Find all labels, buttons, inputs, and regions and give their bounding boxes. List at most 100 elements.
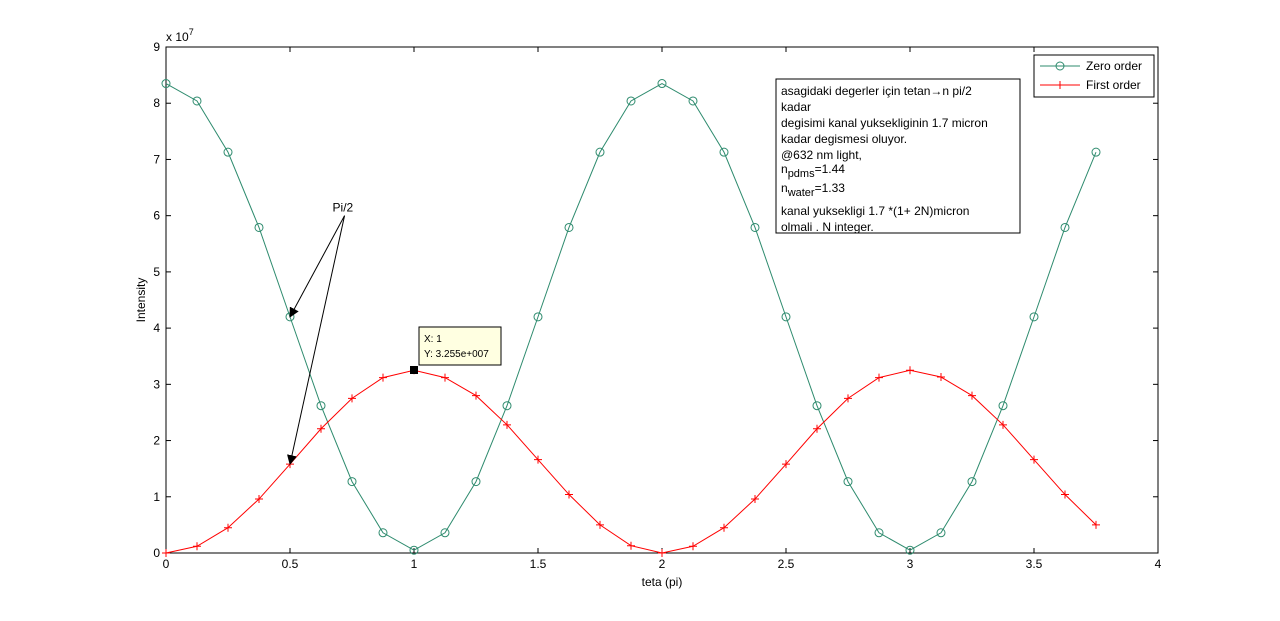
data-point-zero-order (161, 79, 171, 89)
data-point-first-order (255, 495, 263, 504)
data-point-zero-order (936, 528, 946, 538)
annotation-line-8: kanal yuksekligi 1.7 *(1+ 2N)micron (781, 204, 969, 218)
series-line-zero-order (165, 82, 1097, 551)
data-point-zero-order (502, 401, 512, 411)
data-point-zero-order (781, 312, 791, 322)
arrow-annotation-label: Pi/2 (333, 201, 354, 215)
data-point-zero-order (223, 147, 233, 157)
data-point-first-order (379, 373, 387, 382)
x-tick-label: 0 (163, 557, 170, 571)
x-tick-label: 3.5 (1026, 557, 1043, 571)
data-tip-x-text: X: 1 (424, 334, 442, 345)
data-point-zero-order (254, 222, 264, 232)
data-point-first-order (875, 373, 883, 382)
data-point-zero-order (967, 477, 977, 487)
y-tick-label: 2 (153, 434, 160, 448)
npdms-sub: pdms (788, 168, 815, 180)
data-point-zero-order (1060, 222, 1070, 232)
annotation-line-npdms: npdms=1.44 (781, 162, 845, 180)
y-tick-label: 7 (153, 152, 160, 166)
annotation-line-9: olmali . N integer. (781, 220, 874, 234)
data-point-first-order (720, 523, 728, 532)
y-tick-label: 6 (153, 209, 160, 223)
data-point-zero-order (1091, 147, 1101, 157)
data-point-zero-order (409, 545, 419, 555)
x-tick-label: 4 (1155, 557, 1162, 571)
annotation-line-nwater: nwater=1.33 (781, 181, 845, 199)
x-tick-label: 1 (411, 557, 418, 571)
data-point-first-order (565, 490, 573, 499)
data-point-zero-order (192, 96, 202, 106)
data-point-first-order (441, 373, 449, 382)
legend-marker-first-order (1056, 81, 1064, 89)
y-axis-label: Intensity (134, 278, 148, 323)
legend-label-first-order: First order (1086, 78, 1141, 92)
x-axis-label: teta (pi) (642, 575, 683, 589)
data-tip[interactable]: X: 1 Y: 3.255e+007 (410, 326, 502, 374)
annotation-line-1: asagidaki degerler için tetan→n pi/2 (781, 84, 972, 98)
data-point-first-order (224, 523, 232, 532)
data-point-first-order (658, 549, 666, 557)
data-point-zero-order (440, 528, 450, 538)
y-exponent-base: x 10 (166, 30, 189, 44)
data-point-first-order (472, 391, 480, 400)
x-tick-label: 1.5 (530, 557, 547, 571)
data-point-zero-order (874, 528, 884, 538)
data-point-zero-order (595, 147, 605, 157)
legend-box (1033, 54, 1155, 98)
data-point-zero-order (378, 528, 388, 538)
annotation-arrow (287, 215, 346, 466)
nwater-base: n (781, 181, 788, 195)
data-point-first-order (162, 549, 170, 557)
nwater-value: =1.33 (815, 181, 846, 195)
annotation-line-3: degisimi kanal yuksekliginin 1.7 micron (781, 116, 988, 130)
y-tick-label: 9 (153, 40, 160, 54)
data-point-first-order (317, 424, 325, 433)
nwater-sub: water (787, 187, 815, 199)
legend-label-zero-order: Zero order (1086, 59, 1142, 73)
data-point-first-order (1092, 520, 1100, 529)
data-point-first-order (999, 420, 1007, 429)
data-point-first-order (968, 391, 976, 400)
annotation-arrow (289, 215, 346, 318)
data-point-zero-order (843, 477, 853, 487)
data-point-first-order (534, 455, 542, 464)
data-point-first-order (813, 424, 821, 433)
x-tick-label: 3 (907, 557, 914, 571)
data-point-first-order (1061, 490, 1069, 499)
data-point-first-order (844, 394, 852, 403)
data-point-first-order (627, 541, 635, 550)
legend[interactable]: Zero order First order (1033, 54, 1155, 98)
data-point-zero-order (905, 545, 915, 555)
y-tick-label: 3 (153, 377, 160, 391)
data-point-zero-order (657, 79, 667, 89)
data-tip-marker (410, 365, 418, 374)
y-exponent-label: x 107 (166, 27, 194, 44)
data-point-zero-order (998, 401, 1008, 411)
legend-marker-zero-order (1055, 61, 1065, 71)
text-annotation[interactable]: asagidaki degerler için tetan→n pi/2 kad… (775, 78, 1021, 234)
data-tip-y-text: Y: 3.255e+007 (424, 349, 489, 360)
annotation-line-2: kadar (781, 100, 811, 114)
npdms-value: =1.44 (815, 162, 846, 176)
data-point-zero-order (626, 96, 636, 106)
data-point-first-order (503, 420, 511, 429)
y-exponent-power: 7 (189, 27, 194, 37)
data-point-zero-order (688, 96, 698, 106)
data-point-first-order (906, 366, 914, 375)
npdms-base: n (781, 162, 788, 176)
data-point-zero-order (347, 477, 357, 487)
data-point-first-order (782, 460, 790, 469)
data-point-first-order (751, 495, 759, 504)
data-point-zero-order (812, 401, 822, 411)
data-point-zero-order (471, 477, 481, 487)
data-point-zero-order (1029, 312, 1039, 322)
arrow-annotation: Pi/2 (287, 201, 354, 466)
y-tick-label: 8 (153, 96, 160, 110)
annotation-line-4: kadar degismesi oluyor. (781, 132, 907, 146)
y-tick-label: 1 (153, 490, 160, 504)
y-tick-label: 5 (153, 265, 160, 279)
data-point-zero-order (316, 401, 326, 411)
data-point-zero-order (533, 312, 543, 322)
